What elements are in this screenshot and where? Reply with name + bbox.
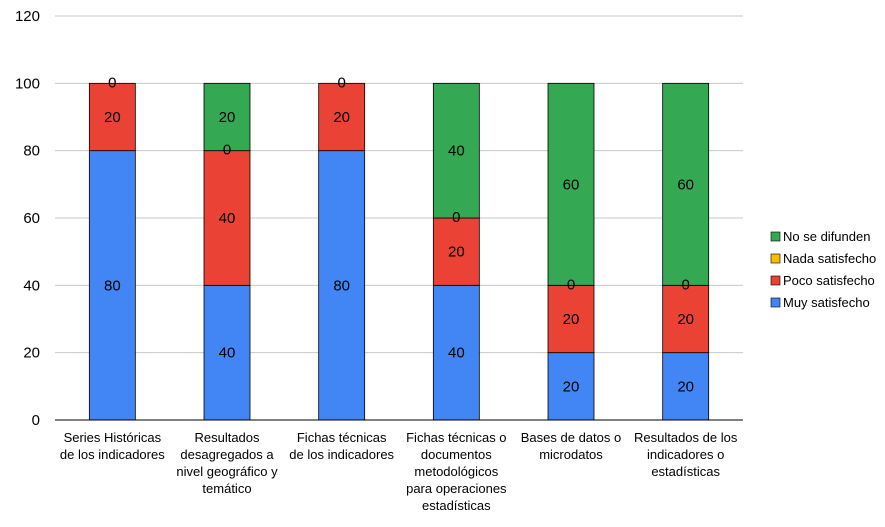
data-label: 40 [219, 345, 236, 362]
legend-label: No se difunden [783, 229, 870, 244]
data-label: 0 [223, 142, 231, 159]
bar-segment-no-se-difunden [547, 82, 595, 286]
x-category-label: Bases de datos o microdatos [521, 430, 621, 462]
x-category-label: Fichas técnicas o documentos metodológicos… [406, 430, 507, 513]
bar-segment-muy-satisfecho [318, 150, 366, 421]
y-tick-label: 60 [23, 210, 40, 227]
data-label: 60 [563, 176, 580, 193]
y-tick-label: 40 [23, 277, 40, 294]
data-label: 40 [448, 143, 465, 160]
x-category-label: Resultados de los indicadores o estadístic… [634, 430, 738, 479]
data-label: 20 [677, 311, 694, 328]
y-axis-ticks: 0 20 40 60 80 100 120 [15, 8, 40, 429]
x-axis-categories: Series Históricas de los indicadores Resul… [60, 430, 738, 513]
y-tick-label: 0 [32, 412, 40, 429]
bar-segment-muy-satisfecho [547, 352, 595, 421]
bar-segment-poco-satisfecho [88, 82, 136, 152]
data-label: 80 [104, 277, 121, 294]
y-tick-label: 100 [15, 75, 40, 92]
data-label: 20 [563, 311, 580, 328]
bar-segment-no-se-difunden [662, 82, 710, 286]
data-label: 40 [448, 345, 465, 362]
data-label: 80 [333, 277, 350, 294]
data-label: 20 [333, 109, 350, 126]
gridlines [55, 15, 743, 354]
bars [88, 82, 710, 421]
legend-label: Poco satisfecho [783, 273, 875, 288]
legend-label: Muy satisfecho [783, 295, 870, 310]
data-label: 60 [677, 176, 694, 193]
bar-segment-poco-satisfecho [432, 217, 480, 286]
legend-swatch [770, 275, 781, 286]
legend-item-no-se-difunden: No se difunden [770, 229, 870, 244]
x-category-label: Fichas técnicas de los indicadores [289, 430, 394, 462]
data-label: 20 [563, 378, 580, 395]
data-label: 20 [448, 244, 465, 261]
data-label: 0 [567, 276, 575, 293]
legend-swatch [770, 231, 781, 242]
data-labels: 80 20 0 40 40 0 20 80 20 0 40 20 0 40 20 20 0 60 20 20 0 60 [104, 74, 694, 395]
data-label: 0 [108, 74, 116, 91]
y-tick-label: 120 [15, 8, 40, 25]
data-label: 40 [219, 210, 236, 227]
data-label: 20 [104, 109, 121, 126]
legend-swatch [770, 253, 781, 264]
legend-item-muy-satisfecho: Muy satisfecho [770, 295, 870, 310]
bar-segment-muy-satisfecho [662, 352, 710, 421]
legend-item-nada-satisfecho: Nada satisfecho [770, 251, 876, 266]
bar-segment-no-se-difunden [432, 82, 480, 219]
legend-item-poco-satisfecho: Poco satisfecho [770, 273, 875, 288]
x-category-label: Resultados desagregados a nivel geográfico… [176, 430, 278, 496]
y-tick-label: 20 [23, 345, 40, 362]
data-label: 0 [452, 209, 460, 226]
legend-swatch [770, 297, 781, 308]
bar-segment-no-se-difunden [203, 82, 251, 152]
data-label: 0 [337, 74, 345, 91]
data-label: 0 [681, 276, 689, 293]
legend: No se difunden Nada satisfecho Poco satisf… [770, 229, 876, 310]
legend-label: Nada satisfecho [783, 251, 876, 266]
bar-segment-muy-satisfecho [432, 284, 480, 421]
x-category-label: Series Históricas de los indicadores [60, 430, 165, 462]
y-tick-label: 80 [23, 143, 40, 160]
data-label: 20 [219, 109, 236, 126]
bar-segment-poco-satisfecho [547, 284, 595, 354]
bar-segment-poco-satisfecho [662, 284, 710, 354]
data-label: 20 [677, 378, 694, 395]
bar-segment-poco-satisfecho [318, 82, 366, 152]
bar-segment-muy-satisfecho [203, 284, 251, 421]
